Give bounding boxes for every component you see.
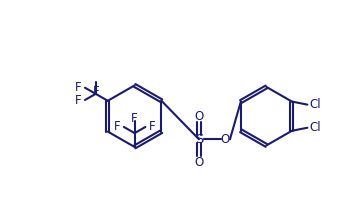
Text: F: F <box>75 81 82 94</box>
Text: O: O <box>221 133 230 146</box>
Text: F: F <box>92 85 99 98</box>
Text: Cl: Cl <box>310 98 321 111</box>
Text: F: F <box>75 93 82 107</box>
Text: S: S <box>195 133 203 146</box>
Text: O: O <box>194 110 203 123</box>
Text: Cl: Cl <box>310 121 321 134</box>
Text: F: F <box>131 112 138 125</box>
Text: F: F <box>149 120 156 134</box>
Text: O: O <box>194 156 203 169</box>
Text: F: F <box>114 120 120 134</box>
